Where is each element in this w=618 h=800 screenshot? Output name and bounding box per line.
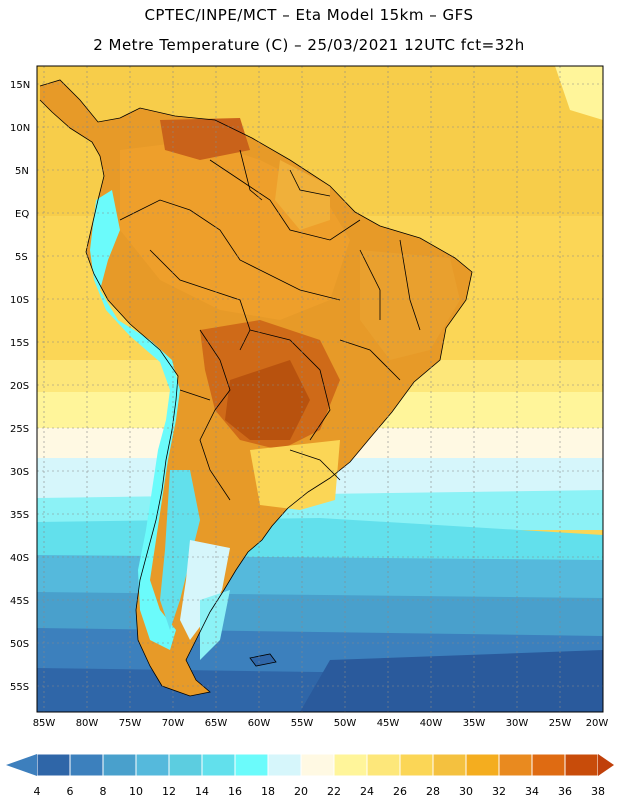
lon-label: 45W <box>377 718 400 729</box>
colorbar-tick-label: 14 <box>195 785 209 798</box>
lon-label: 70W <box>162 718 185 729</box>
colorbar-swatch <box>234 753 269 777</box>
map-frame <box>36 65 604 713</box>
colorbar-swatch <box>69 753 104 777</box>
lon-label: 25W <box>549 718 572 729</box>
lon-label: 65W <box>205 718 228 729</box>
map-title-line2: 2 Metre Temperature (C) – 25/03/2021 12U… <box>93 36 525 54</box>
lat-label: 45S <box>10 596 29 607</box>
colorbar-tick-label: 36 <box>558 785 572 798</box>
colorbar-swatch <box>465 753 500 777</box>
lon-label: 50W <box>334 718 357 729</box>
lat-label: 15S <box>10 338 29 349</box>
colorbar-swatch <box>168 753 203 777</box>
colorbar-tick-label: 4 <box>34 785 41 798</box>
lon-label: 75W <box>119 718 142 729</box>
lat-label: 55S <box>10 682 29 693</box>
colorbar-tick-label: 22 <box>327 785 341 798</box>
colorbar-ticks: 4 6 8 10 12 14 16 18 20 22 24 26 28 30 3… <box>34 785 606 798</box>
colorbar-tick-label: 24 <box>360 785 374 798</box>
colorbar-low-arrow <box>6 754 37 776</box>
lon-label: 85W <box>33 718 56 729</box>
colorbar-tick-label: 28 <box>426 785 440 798</box>
colorbar-swatch <box>300 753 335 777</box>
colorbar-swatch <box>564 753 599 777</box>
colorbar-swatch <box>531 753 566 777</box>
lat-label: EQ <box>15 209 29 220</box>
colorbar-tick-label: 30 <box>459 785 473 798</box>
colorbar-tick-label: 12 <box>162 785 176 798</box>
colorbar-swatch <box>267 753 302 777</box>
colorbar-swatch <box>498 753 533 777</box>
latitude-labels: 15N 10N 5N EQ 5S 10S 15S 20S 25S 30S 35S… <box>10 80 30 693</box>
colorbar-swatch <box>399 753 434 777</box>
longitude-labels: 85W 80W 75W 70W 65W 60W 55W 50W 45W 40W … <box>33 718 609 729</box>
colorbar-swatch <box>201 753 236 777</box>
lat-label: 15N <box>10 80 30 91</box>
map-title-line1: CPTEC/INPE/MCT – Eta Model 15km – GFS <box>144 6 474 24</box>
lat-label: 20S <box>10 381 29 392</box>
colorbar-tick-label: 38 <box>591 785 605 798</box>
lat-label: 10N <box>10 123 30 134</box>
lon-label: 20W <box>586 718 609 729</box>
lon-label: 60W <box>248 718 271 729</box>
colorbar-tick-label: 18 <box>261 785 275 798</box>
lon-label: 30W <box>506 718 529 729</box>
graticule <box>37 66 604 712</box>
colorbar-tick-label: 6 <box>67 785 74 798</box>
colorbar-swatch <box>135 753 170 777</box>
lat-label: 5N <box>15 166 29 177</box>
lat-label: 50S <box>10 639 29 650</box>
colorbar-tick-label: 32 <box>492 785 506 798</box>
lon-label: 80W <box>76 718 99 729</box>
lon-label: 35W <box>463 718 486 729</box>
colorbar-swatch <box>333 753 368 777</box>
colorbar-tick-label: 20 <box>294 785 308 798</box>
lon-label: 55W <box>291 718 314 729</box>
country-borders <box>39 79 473 697</box>
lat-label: 35S <box>10 510 29 521</box>
colorbar-high-arrow <box>598 754 614 776</box>
lat-label: 5S <box>15 252 28 263</box>
colorbar-tick-label: 8 <box>100 785 107 798</box>
colorbar-tick-label: 16 <box>228 785 242 798</box>
lat-label: 25S <box>10 424 29 435</box>
temperature-field <box>37 66 603 712</box>
colorbar-swatch <box>432 753 467 777</box>
lat-label: 40S <box>10 553 29 564</box>
colorbar-swatch <box>102 753 137 777</box>
colorbar-tick-label: 10 <box>129 785 143 798</box>
colorbar-tick-label: 26 <box>393 785 407 798</box>
colorbar-tick-label: 34 <box>525 785 539 798</box>
colorbar-swatch <box>366 753 401 777</box>
lat-label: 30S <box>10 467 29 478</box>
colorbar <box>6 753 614 777</box>
lat-label: 10S <box>10 295 29 306</box>
colorbar-swatch <box>36 753 71 777</box>
lon-label: 40W <box>420 718 443 729</box>
